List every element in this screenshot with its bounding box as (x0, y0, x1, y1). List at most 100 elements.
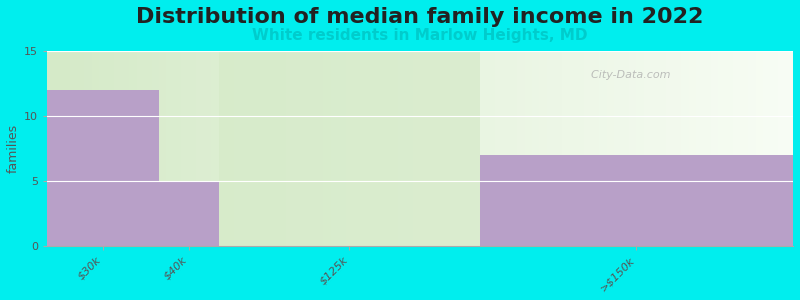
Bar (398, 51, 405, 246)
Title: Distribution of median family income in 2022: Distribution of median family income in … (137, 7, 704, 27)
Bar (734, 51, 741, 246)
Bar (577, 51, 584, 246)
Bar (85, 51, 92, 246)
Bar (427, 51, 435, 246)
Bar (122, 51, 129, 246)
Bar (361, 51, 368, 246)
Bar (330, 51, 338, 246)
Bar (539, 51, 547, 246)
Bar (741, 51, 748, 246)
Bar (570, 51, 577, 246)
Bar (316, 51, 323, 246)
Bar (286, 51, 294, 246)
Bar (562, 51, 570, 246)
Bar (778, 51, 786, 246)
Bar (204, 51, 211, 246)
Bar (510, 51, 517, 246)
Bar (47, 51, 54, 246)
Bar (278, 51, 286, 246)
Bar (770, 51, 778, 246)
Bar (644, 51, 651, 246)
Bar (584, 51, 592, 246)
Bar (413, 51, 420, 246)
Bar (263, 51, 271, 246)
Bar (480, 154, 793, 246)
Bar (77, 51, 85, 246)
Bar (226, 51, 234, 246)
Text: City-Data.com: City-Data.com (584, 70, 670, 80)
Bar (696, 51, 703, 246)
Bar (54, 51, 62, 246)
Bar (458, 51, 465, 246)
Bar (189, 51, 196, 246)
Bar (271, 51, 278, 246)
Bar (196, 51, 204, 246)
Bar (420, 51, 427, 246)
Bar (323, 51, 330, 246)
Bar (151, 51, 159, 246)
Bar (218, 51, 226, 246)
Bar (658, 51, 666, 246)
Bar (346, 51, 353, 246)
Bar (241, 51, 249, 246)
Bar (308, 51, 316, 246)
Bar (502, 51, 510, 246)
Bar (681, 51, 689, 246)
Bar (47, 90, 159, 246)
Bar (465, 51, 472, 246)
Bar (711, 51, 718, 246)
Bar (442, 51, 450, 246)
Bar (249, 51, 256, 246)
Bar (114, 51, 122, 246)
Bar (353, 51, 361, 246)
Bar (137, 51, 144, 246)
Bar (472, 51, 480, 246)
Bar (450, 51, 458, 246)
Bar (703, 51, 711, 246)
Bar (532, 51, 539, 246)
Bar (622, 51, 629, 246)
Bar (129, 51, 137, 246)
Bar (494, 51, 502, 246)
Bar (726, 51, 734, 246)
Bar (294, 51, 301, 246)
Bar (182, 51, 189, 246)
Bar (554, 51, 562, 246)
Bar (234, 51, 241, 246)
Bar (107, 51, 114, 246)
Bar (211, 51, 218, 246)
Bar (390, 51, 398, 246)
Bar (62, 51, 70, 246)
Bar (435, 51, 442, 246)
Bar (480, 51, 487, 246)
Bar (674, 51, 681, 246)
Bar (256, 51, 263, 246)
Bar (606, 51, 614, 246)
Bar (756, 51, 763, 246)
Bar (547, 51, 554, 246)
Bar (718, 51, 726, 246)
Bar (763, 51, 770, 246)
Bar (748, 51, 756, 246)
Bar (599, 51, 606, 246)
Bar (174, 51, 182, 246)
Bar (383, 51, 390, 246)
Y-axis label: families: families (7, 124, 20, 173)
Bar (338, 51, 346, 246)
Bar (159, 181, 218, 246)
Bar (375, 51, 383, 246)
Bar (70, 51, 77, 246)
Bar (614, 51, 622, 246)
Bar (786, 51, 793, 246)
Bar (689, 51, 696, 246)
Bar (525, 51, 532, 246)
Bar (592, 51, 599, 246)
Bar (637, 51, 644, 246)
Bar (144, 51, 151, 246)
Bar (629, 51, 637, 246)
Bar (99, 51, 107, 246)
Bar (368, 51, 375, 246)
Bar (218, 51, 480, 246)
Bar (301, 51, 308, 246)
Bar (159, 51, 166, 246)
